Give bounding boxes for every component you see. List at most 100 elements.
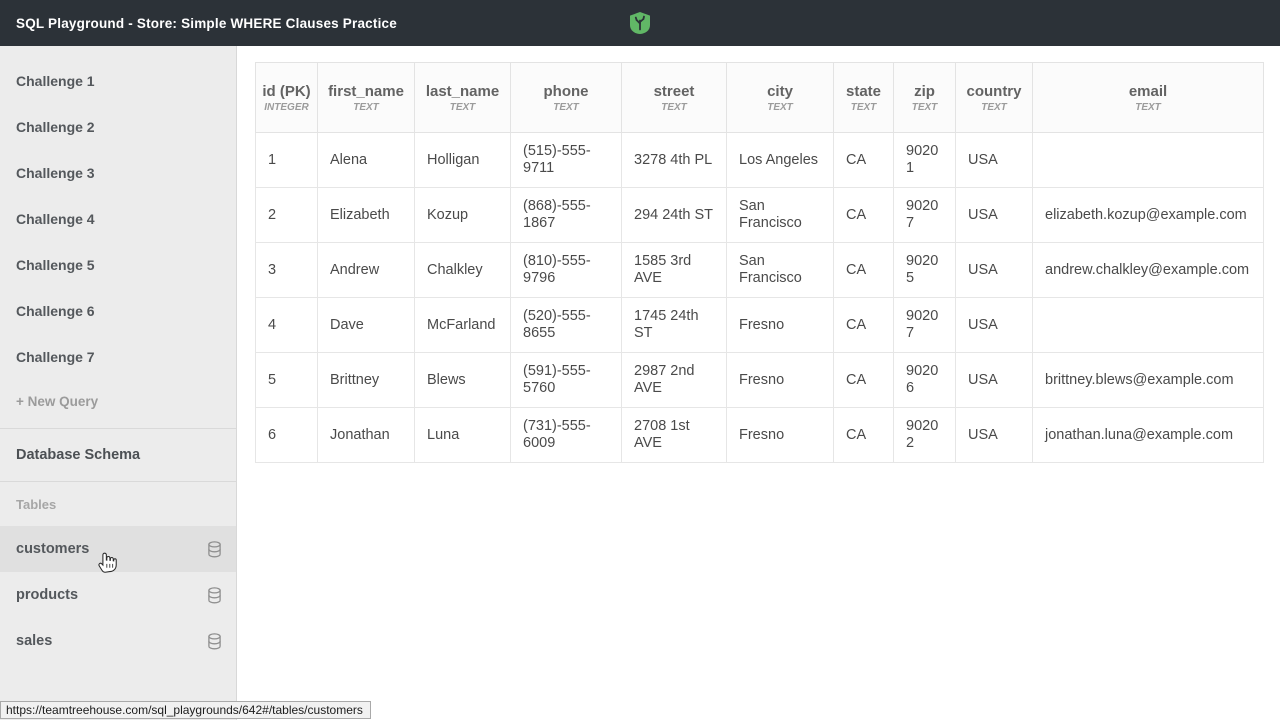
table-cell: CA — [833, 187, 894, 243]
table-cell: San Francisco — [726, 242, 834, 298]
table-cell: 1 — [255, 132, 318, 188]
table-row: 5 Brittney Blews (591)-555-5760 2987 2nd AVE… — [255, 352, 1264, 408]
table-cell: USA — [955, 352, 1033, 408]
table-cell: 5 — [255, 352, 318, 408]
table-cell: USA — [955, 407, 1033, 463]
sidebar-item-challenge-1[interactable]: Challenge 1 — [16, 73, 95, 89]
table-cell: brittney.blews@example.com — [1032, 352, 1264, 408]
table-cell: 1585 3rd AVE — [621, 242, 727, 298]
table-cell: 2708 1st AVE — [621, 407, 727, 463]
table-row: 6 Jonathan Luna (731)-555-6009 2708 1st AVE F… — [255, 407, 1264, 463]
table-cell: USA — [955, 297, 1033, 353]
table-cell: 90201 — [893, 132, 956, 188]
sidebar-item-table-sales[interactable]: sales — [0, 618, 236, 664]
table-cell: 294 24th ST — [621, 187, 727, 243]
column-header-city: city TEXT — [726, 62, 834, 133]
sidebar-item-table-customers[interactable]: customers — [0, 526, 236, 572]
table-cell: andrew.chalkley@example.com — [1032, 242, 1264, 298]
table-cell: 3278 4th PL — [621, 132, 727, 188]
table-cell: 90205 — [893, 242, 956, 298]
table-cell — [1032, 132, 1264, 188]
sidebar-item-challenge-2[interactable]: Challenge 2 — [16, 119, 95, 135]
table-cell: Jonathan — [317, 407, 415, 463]
table-cell: 6 — [255, 407, 318, 463]
table-row: 4 Dave McFarland (520)-555-8655 1745 24th ST… — [255, 297, 1264, 353]
table-item-label: products — [16, 587, 79, 603]
table-cell: 1745 24th ST — [621, 297, 727, 353]
new-query-button[interactable]: + New Query — [16, 393, 99, 409]
table-cell: USA — [955, 132, 1033, 188]
table-cell: CA — [833, 407, 894, 463]
table-cell: Chalkley — [414, 242, 511, 298]
table-cell: USA — [955, 187, 1033, 243]
database-icon — [208, 586, 221, 603]
table-cell: (515)-555-9711 — [510, 132, 622, 188]
table-cell: USA — [955, 242, 1033, 298]
sidebar-divider — [0, 481, 236, 482]
table-cell: (591)-555-5760 — [510, 352, 622, 408]
table-row: 1 Alena Holligan (515)-555-9711 3278 4th PL L… — [255, 132, 1264, 188]
table-cell: Alena — [317, 132, 415, 188]
challenge-list: Challenge 1 Challenge 2 Challenge 3 Challen… — [0, 58, 236, 380]
database-icon — [208, 540, 221, 557]
table-cell: CA — [833, 297, 894, 353]
table-cell: San Francisco — [726, 187, 834, 243]
sidebar: Challenge 1 Challenge 2 Challenge 3 Challen… — [0, 46, 237, 720]
table-cell: 3 — [255, 242, 318, 298]
table-row: 2 Elizabeth Kozup (868)-555-1867 294 24th ST… — [255, 187, 1264, 243]
sidebar-item-challenge-6[interactable]: Challenge 6 — [16, 303, 95, 319]
table-item-label: customers — [16, 541, 90, 557]
table-cell: (731)-555-6009 — [510, 407, 622, 463]
table-row: 3 Andrew Chalkley (810)-555-9796 1585 3rd AV… — [255, 242, 1264, 298]
tables-list: customers products sales — [0, 526, 236, 664]
table-cell: Los Angeles — [726, 132, 834, 188]
sidebar-divider — [0, 428, 236, 429]
link-status-bar: https://teamtreehouse.com/sql_playground… — [0, 701, 371, 719]
table-cell: CA — [833, 242, 894, 298]
table-cell: (520)-555-8655 — [510, 297, 622, 353]
table-cell — [1032, 297, 1264, 353]
column-header-last_name: last_name TEXT — [414, 62, 511, 133]
table-cell: Blews — [414, 352, 511, 408]
table-cell: McFarland — [414, 297, 511, 353]
table-cell: Andrew — [317, 242, 415, 298]
column-header-country: country TEXT — [955, 62, 1033, 133]
table-cell: 2987 2nd AVE — [621, 352, 727, 408]
table-cell: Kozup — [414, 187, 511, 243]
database-icon — [208, 632, 221, 649]
treehouse-logo-icon[interactable] — [628, 11, 652, 35]
page-title: SQL Playground - Store: Simple WHERE Cla… — [16, 15, 397, 31]
database-schema-heading: Database Schema — [16, 447, 141, 463]
table-cell: 2 — [255, 187, 318, 243]
column-header-street: street TEXT — [621, 62, 727, 133]
sidebar-item-challenge-7[interactable]: Challenge 7 — [16, 349, 95, 365]
table-cell: elizabeth.kozup@example.com — [1032, 187, 1264, 243]
sidebar-item-challenge-3[interactable]: Challenge 3 — [16, 165, 95, 181]
column-header-email: email TEXT — [1032, 62, 1264, 133]
table-cell: (810)-555-9796 — [510, 242, 622, 298]
column-header-state: state TEXT — [833, 62, 894, 133]
table-cell: 90207 — [893, 187, 956, 243]
table-cell: Fresno — [726, 297, 834, 353]
sidebar-item-challenge-4[interactable]: Challenge 4 — [16, 211, 95, 227]
table-item-label: sales — [16, 633, 53, 649]
main-content: id (PK) INTEGER first_name TEXT last_name TEX… — [238, 46, 1280, 720]
sidebar-item-table-products[interactable]: products — [0, 572, 236, 618]
table-cell: Fresno — [726, 352, 834, 408]
table-cell: 90206 — [893, 352, 956, 408]
column-header-zip: zip TEXT — [893, 62, 956, 133]
table-cell: 90202 — [893, 407, 956, 463]
table-cell: Luna — [414, 407, 511, 463]
top-bar: SQL Playground - Store: Simple WHERE Cla… — [0, 0, 1280, 46]
tables-section-label: Tables — [16, 496, 57, 512]
table-cell: CA — [833, 352, 894, 408]
table-cell: CA — [833, 132, 894, 188]
column-header-id: id (PK) INTEGER — [255, 62, 318, 133]
table-cell: 90207 — [893, 297, 956, 353]
sidebar-item-challenge-5[interactable]: Challenge 5 — [16, 257, 95, 273]
table-cell: (868)-555-1867 — [510, 187, 622, 243]
table-cell: Brittney — [317, 352, 415, 408]
table-cell: Fresno — [726, 407, 834, 463]
column-header-phone: phone TEXT — [510, 62, 622, 133]
table-cell: Holligan — [414, 132, 511, 188]
